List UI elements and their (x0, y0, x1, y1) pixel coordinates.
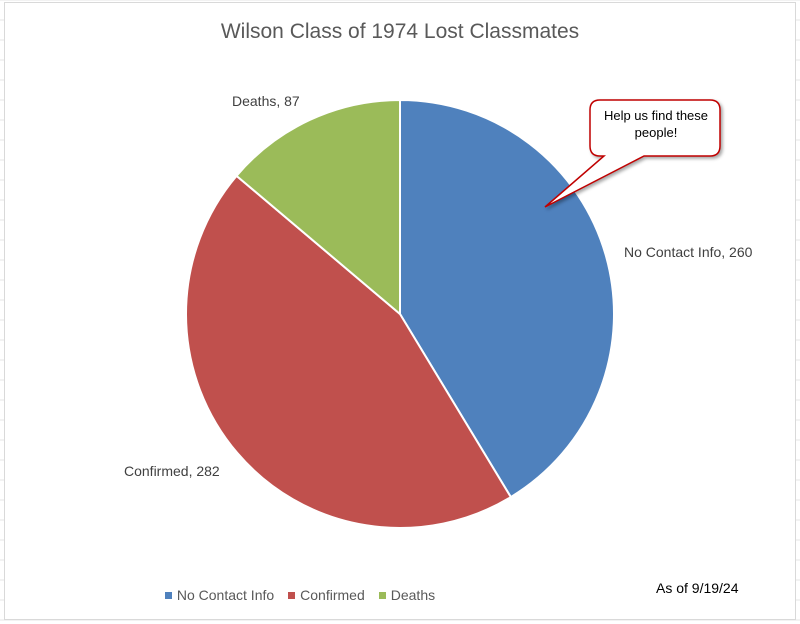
legend-item-confirmed: Confirmed (288, 587, 365, 603)
as-of-note: As of 9/19/24 (656, 580, 739, 596)
chart-title: Wilson Class of 1974 Lost Classmates (220, 20, 580, 43)
legend-swatch-confirmed (288, 591, 296, 599)
legend-swatch-no-contact-info (164, 591, 172, 599)
pie-slice-deaths (235, 98, 401, 317)
data-label-deaths: Deaths, 87 (232, 93, 300, 109)
data-label-no-contact-info: No Contact Info, 260 (624, 244, 753, 260)
callout-bubble (544, 99, 721, 208)
callout-text: Help us find these people! (603, 108, 709, 140)
legend-item-no-contact-info: No Contact Info (164, 587, 275, 603)
legend-label-no-contact-info: No Contact Info (176, 587, 275, 603)
legend-label-confirmed: Confirmed (300, 587, 365, 603)
legend-item-deaths: Deaths (378, 587, 436, 603)
data-label-confirmed: Confirmed, 282 (124, 463, 220, 479)
legend-swatch-deaths (378, 591, 386, 599)
pie-slice-confirmed (185, 174, 513, 529)
legend: No Contact Info Confirmed Deaths (0, 587, 800, 603)
legend-label-deaths: Deaths (390, 587, 436, 603)
